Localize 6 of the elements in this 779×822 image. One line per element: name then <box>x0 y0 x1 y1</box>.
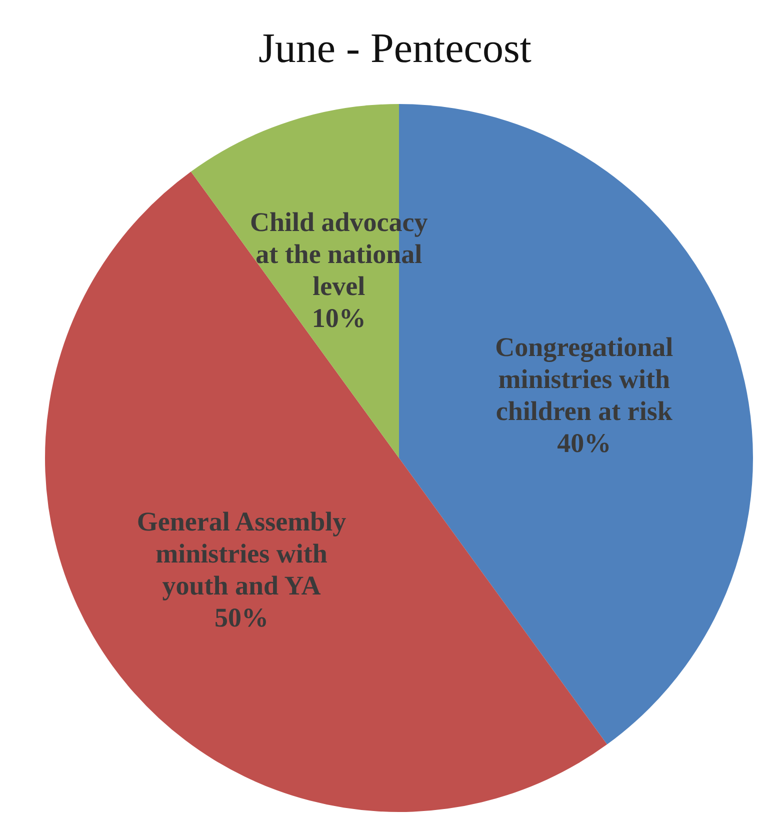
chart-title: June - Pentecost <box>258 26 532 72</box>
slice-label: Congregational ministries with children at risk <box>495 332 674 426</box>
slice-label: General Assembly ministries with youth and YA <box>136 506 347 601</box>
data-label: 10% <box>312 303 366 334</box>
data-label: 40% <box>557 428 612 458</box>
data-label: 50% <box>214 602 268 633</box>
